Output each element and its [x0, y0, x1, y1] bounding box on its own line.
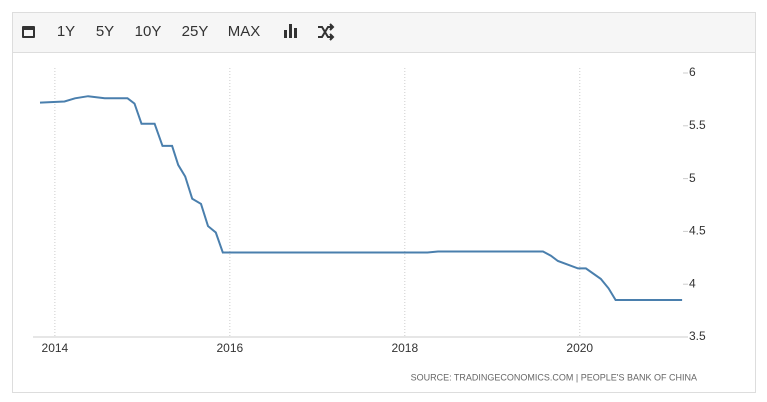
y-tick-label: 5.5: [689, 118, 706, 132]
shuffle-icon[interactable]: [318, 23, 335, 41]
toolbar: [12, 12, 756, 53]
source: SOURCE: TRADINGECONOMICS.COM | PEOPLE'S …: [411, 372, 697, 382]
data-line: [39, 95, 683, 301]
range-button[interactable]: 5Y: [96, 23, 114, 40]
y-tick-label: 6: [689, 65, 696, 79]
range-button[interactable]: 1Y: [57, 23, 75, 40]
y-tick-label: 3.5: [689, 329, 706, 343]
y-tick-label: 5: [689, 171, 696, 185]
y-tick-label: 4.5: [689, 224, 706, 238]
y-tick-label: 4: [689, 276, 696, 290]
x-tick-label: 2018: [391, 341, 418, 355]
bar-chart-icon[interactable]: [284, 24, 297, 38]
range-button[interactable]: MAX: [228, 23, 261, 40]
x-tick-label: 2016: [216, 341, 243, 355]
range-button[interactable]: 10Y: [135, 23, 162, 40]
x-tick-label: 2020: [566, 341, 593, 355]
calendar-icon[interactable]: [22, 26, 35, 38]
frame: [12, 12, 756, 393]
range-button[interactable]: 25Y: [182, 23, 209, 40]
x-tick-label: 2014: [42, 341, 69, 355]
